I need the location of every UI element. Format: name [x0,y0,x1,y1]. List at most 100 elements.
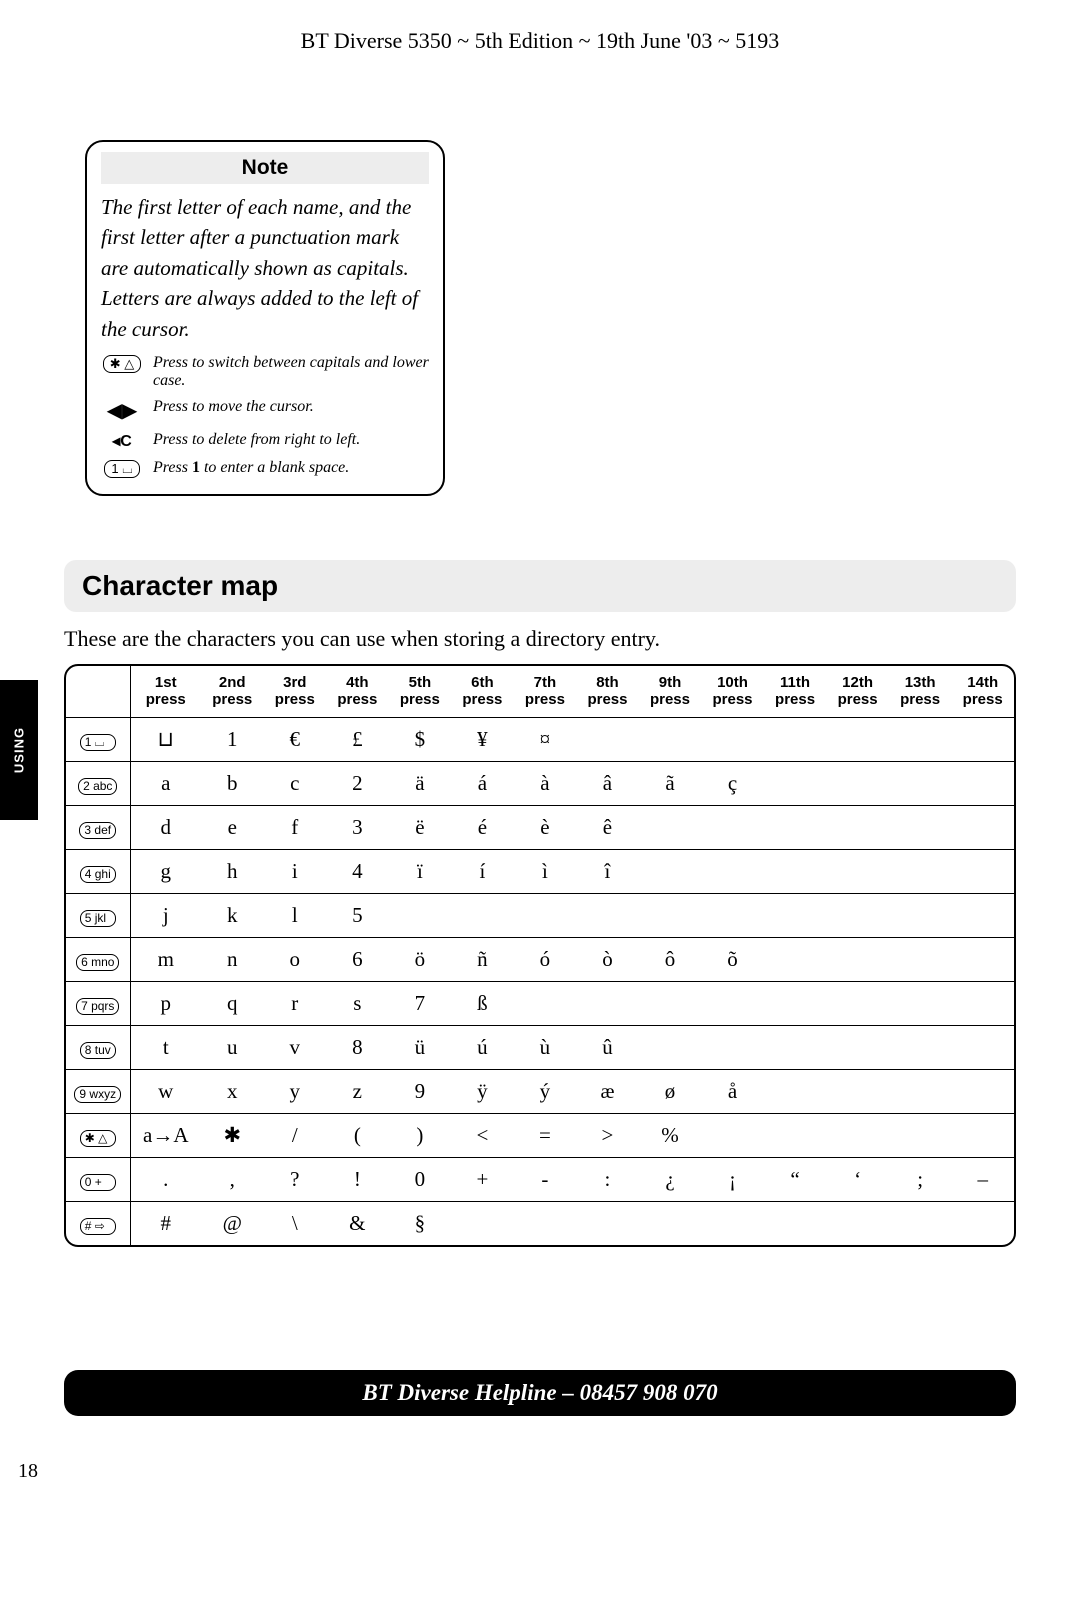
phone-key-icon: 9 wxyz [74,1086,121,1103]
char-cell [514,1201,577,1245]
column-header: 7thpress [514,666,577,717]
char-cell [889,805,952,849]
phone-key-icon: # ⇨ [80,1218,116,1235]
char-cell: f [264,805,327,849]
char-cell: % [639,1113,702,1157]
char-cell [826,805,889,849]
char-cell: “ [764,1157,827,1201]
key-button-cell: 0 + [66,1157,130,1201]
key-button-cell: 4 ghi [66,849,130,893]
key-button-cell: 1 ⌴ [66,717,130,761]
phone-key-icon: 5 jkl [80,910,116,927]
char-cell: ù [514,1025,577,1069]
char-cell [826,761,889,805]
note-item-text: Press to move the cursor. [153,398,429,416]
note-item: ◂C Press to delete from right to left. [101,431,429,451]
note-box: Note The first letter of each name, and … [85,140,445,496]
key-button-cell: 2 abc [66,761,130,805]
key-button-cell: # ⇨ [66,1201,130,1245]
char-cell: h [201,849,264,893]
char-cell [701,849,764,893]
char-cell: \ [264,1201,327,1245]
char-cell: ¿ [639,1157,702,1201]
char-cell [951,1113,1014,1157]
char-cell: q [201,981,264,1025]
char-cell: ï [389,849,452,893]
phone-key-icon: 4 ghi [80,866,116,883]
char-cell [701,717,764,761]
column-header: 4thpress [326,666,389,717]
char-cell [889,717,952,761]
helpline-banner: BT Diverse Helpline – 08457 908 070 [64,1370,1016,1416]
char-cell [826,893,889,937]
key-button-cell: 9 wxyz [66,1069,130,1113]
char-cell: æ [576,1069,639,1113]
char-cell [889,1069,952,1113]
char-cell [826,1201,889,1245]
char-cell [701,1113,764,1157]
char-cell [951,937,1014,981]
table-row: 0 +.,?!0+-:¿¡“‘;– [66,1157,1014,1201]
phone-key-icon: 6 mno [76,954,119,971]
char-cell: d [130,805,201,849]
char-cell: , [201,1157,264,1201]
char-cell [576,981,639,1025]
note-item-text: Press 1 to enter a blank space. [153,459,429,477]
char-cell: 6 [326,937,389,981]
key-button-cell: ✱ △ [66,1113,130,1157]
char-cell: ✱ [201,1113,264,1157]
phone-key-icon: 7 pqrs [76,998,119,1015]
column-header: 13thpress [889,666,952,717]
char-cell [764,1069,827,1113]
char-cell: 3 [326,805,389,849]
table-row: ✱ △a→A✱/()<=>% [66,1113,1014,1157]
char-cell: ý [514,1069,577,1113]
char-cell [764,761,827,805]
char-cell [951,849,1014,893]
char-cell: y [264,1069,327,1113]
char-cell: ¤ [514,717,577,761]
char-cell: b [201,761,264,805]
char-cell: € [264,717,327,761]
char-cell: 5 [326,893,389,937]
table-row: 9 wxyzwxyz9ÿýæøå [66,1069,1014,1113]
char-cell: è [514,805,577,849]
char-cell [764,717,827,761]
char-cell: ø [639,1069,702,1113]
char-cell: î [576,849,639,893]
table-row: 7 pqrspqrs7ß [66,981,1014,1025]
arrows-icon: ◀▶ [101,398,143,423]
char-cell [576,717,639,761]
char-cell: â [576,761,639,805]
char-cell [764,981,827,1025]
char-cell: u [201,1025,264,1069]
char-cell [514,893,577,937]
key-button-cell: 8 tuv [66,1025,130,1069]
char-cell [951,893,1014,937]
char-cell: i [264,849,327,893]
note-title: Note [101,152,429,184]
char-cell: l [264,893,327,937]
char-cell [826,1025,889,1069]
char-cell [889,849,952,893]
char-cell: $ [389,717,452,761]
char-cell: ¡ [701,1157,764,1201]
char-cell: a→A [130,1113,201,1157]
char-cell: ö [389,937,452,981]
char-cell [889,1025,952,1069]
char-cell [951,761,1014,805]
char-cell: x [201,1069,264,1113]
char-cell [889,1113,952,1157]
char-cell [639,1025,702,1069]
char-cell: ÿ [451,1069,514,1113]
char-cell: r [264,981,327,1025]
note-item-text: Press to delete from right to left. [153,431,429,449]
char-cell [576,893,639,937]
char-cell: é [451,805,514,849]
char-cell: z [326,1069,389,1113]
delete-key-icon: ◂C [101,431,143,451]
column-header: 14thpress [951,666,1014,717]
column-header: 12thpress [826,666,889,717]
note-body-text: The first letter of each name, and the f… [101,192,429,344]
char-cell [451,1201,514,1245]
